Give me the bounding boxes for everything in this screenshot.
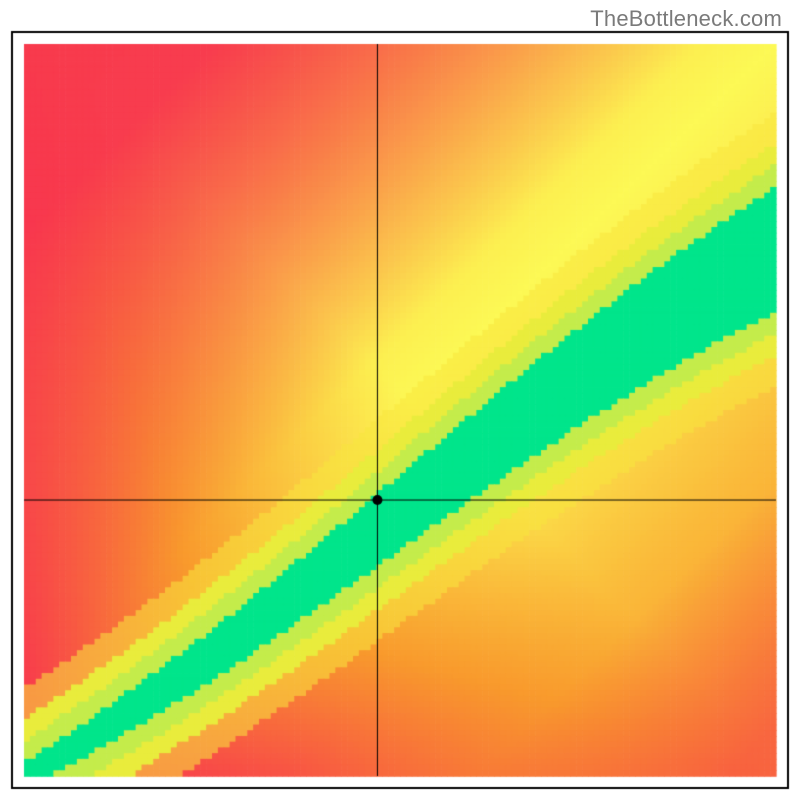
heatmap-canvas [0, 0, 800, 800]
watermark-text: TheBottleneck.com [590, 6, 782, 32]
chart-root: TheBottleneck.com [0, 0, 800, 800]
